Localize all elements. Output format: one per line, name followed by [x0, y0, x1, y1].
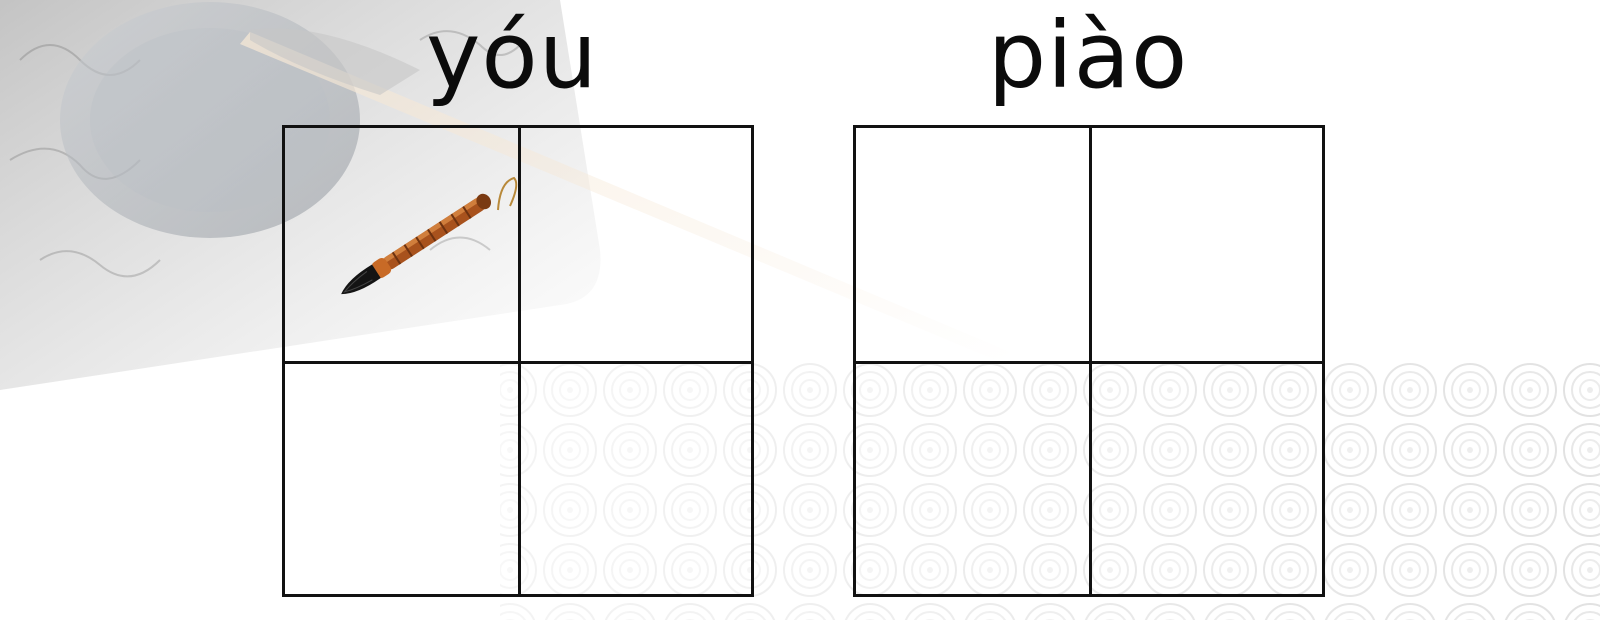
grid-cell-top-right[interactable] — [1086, 128, 1322, 364]
grid-cell-bottom-right[interactable] — [515, 358, 751, 594]
calligraphy-brush-icon[interactable] — [330, 170, 530, 300]
pinyin-label-piao: piào — [987, 2, 1189, 109]
pinyin-label-you: yóu — [425, 2, 599, 109]
grid-cell-bottom-right[interactable] — [1086, 358, 1322, 594]
writing-grid-you[interactable] — [282, 125, 754, 597]
grid-cell-top-right[interactable] — [515, 128, 751, 364]
grid-cell-top-left[interactable] — [285, 128, 521, 364]
grid-cell-bottom-left[interactable] — [856, 358, 1092, 594]
grid-cell-bottom-left[interactable] — [285, 358, 521, 594]
grid-cell-top-left[interactable] — [856, 128, 1092, 364]
writing-grid-piao[interactable] — [853, 125, 1325, 597]
